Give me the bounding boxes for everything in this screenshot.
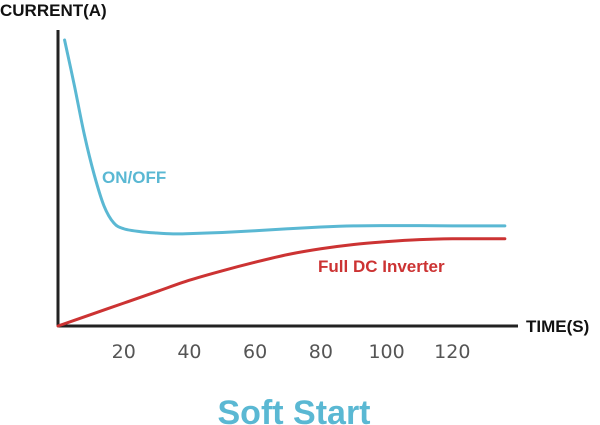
series-line-full-dc-inverter <box>56 237 507 328</box>
x-tick-label-100: 100 <box>368 341 404 363</box>
x-tick-label-120: 120 <box>434 341 470 363</box>
series-label-full-dc-inverter: Full DC Inverter <box>318 257 445 276</box>
y-axis-title: CURRENT(A) <box>0 1 107 20</box>
x-tick-label-40: 40 <box>177 341 201 363</box>
x-tick-label-80: 80 <box>309 341 333 363</box>
x-axis-title: TIME(S) <box>526 317 589 336</box>
x-tick-label-20: 20 <box>112 341 136 363</box>
chart-title: Soft Start <box>218 394 371 425</box>
x-tick-label-60: 60 <box>243 341 267 363</box>
series-lines <box>56 38 507 328</box>
series-label-on-off: ON/OFF <box>102 168 166 187</box>
series-line-on-off <box>63 38 507 236</box>
x-tick-labels: 20 40 60 80 100 120 <box>112 341 471 363</box>
